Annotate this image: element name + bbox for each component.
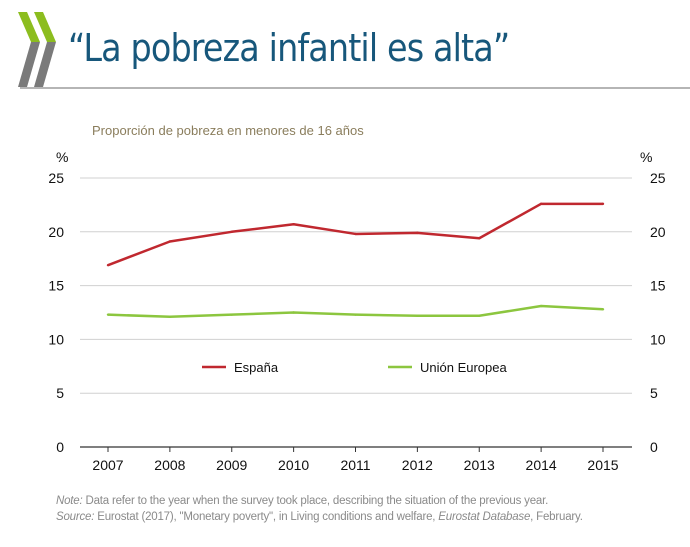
note-label: Note: — [56, 495, 83, 507]
x-tick-label: 2013 — [464, 457, 495, 473]
data-point — [416, 314, 419, 317]
data-point — [292, 223, 295, 226]
data-point — [478, 314, 481, 317]
y-tick-right: 15 — [650, 278, 666, 294]
data-point — [168, 240, 172, 243]
y-tick-left: 20 — [48, 224, 64, 240]
data-point — [292, 311, 295, 314]
source-line: Source: Eurostat (2017), "Monetary pover… — [56, 509, 583, 525]
x-tick-label: 2011 — [340, 457, 370, 473]
source-db: Eurostat Database — [438, 511, 531, 523]
x-tick-label: 2007 — [92, 457, 123, 473]
source-label: Source: — [56, 511, 95, 523]
y-tick-right: 25 — [650, 170, 666, 186]
title-divider — [20, 87, 690, 89]
x-tick-label: 2012 — [402, 457, 433, 473]
y-tick-left: 5 — [56, 385, 64, 401]
y-tick-left: 0 — [56, 439, 64, 455]
data-point — [106, 263, 110, 267]
y-tick-left: 25 — [48, 170, 64, 186]
data-point — [354, 232, 357, 236]
data-point — [416, 231, 419, 235]
legend-label: España — [234, 360, 279, 375]
source-end: , February. — [530, 511, 583, 523]
data-point — [106, 313, 110, 316]
source-text: Eurostat (2017), "Monetary poverty", in … — [94, 511, 439, 523]
page-title: “La pobreza infantil es alta” — [68, 26, 510, 70]
oecd-logo-icon — [18, 12, 56, 87]
data-point — [601, 202, 605, 206]
legend-label: Unión Europea — [420, 360, 507, 375]
x-tick-label: 2015 — [587, 457, 618, 473]
data-point — [168, 315, 172, 319]
data-point — [478, 237, 481, 240]
x-tick-label: 2010 — [278, 457, 309, 473]
note-text: Data refer to the year when the survey t… — [82, 495, 549, 507]
data-point — [230, 313, 233, 316]
data-point — [601, 308, 605, 311]
y-tick-right: 10 — [650, 331, 666, 347]
y-tick-left: 10 — [48, 331, 64, 347]
y-tick-right: 20 — [650, 224, 666, 240]
data-point — [539, 202, 543, 206]
data-point — [354, 313, 357, 316]
data-point — [230, 230, 233, 233]
x-tick-label: 2009 — [216, 457, 247, 473]
y-label-left: % — [56, 149, 68, 165]
line-chart: 0 0 5 5 10 10 15 15 20 20 25 25% % 2007 2008 2009 2010 20… — [48, 149, 666, 473]
data-point — [539, 304, 543, 308]
y-label-right: % — [640, 149, 652, 165]
note-line: Note: Data refer to the year when the su… — [56, 493, 583, 509]
footnotes: Note: Data refer to the year when the su… — [56, 493, 583, 525]
y-tick-right: 0 — [650, 439, 658, 455]
x-tick-label: 2008 — [154, 457, 185, 473]
x-tick-label: 2014 — [526, 457, 557, 473]
y-tick-left: 15 — [48, 278, 64, 294]
chart-title: Proporción de pobreza en menores de 16 a… — [92, 123, 364, 138]
y-tick-right: 5 — [650, 385, 658, 401]
